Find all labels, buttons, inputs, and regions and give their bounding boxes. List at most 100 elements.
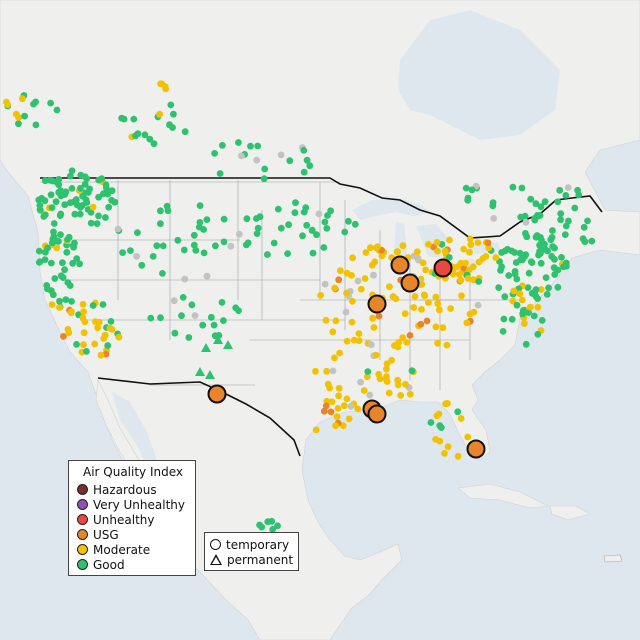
station-marker[interactable] (93, 220, 101, 228)
station-marker[interactable] (479, 255, 487, 262)
station-marker[interactable] (303, 156, 311, 164)
station-marker[interactable] (525, 309, 532, 316)
station-marker[interactable] (157, 207, 164, 215)
station-marker[interactable] (47, 191, 55, 199)
station-marker[interactable] (95, 318, 103, 326)
station-marker[interactable] (57, 210, 65, 218)
station-marker[interactable] (66, 199, 74, 207)
station-marker[interactable] (327, 408, 335, 416)
station-marker[interactable] (389, 293, 397, 300)
station-marker[interactable] (466, 310, 474, 318)
station-marker[interactable] (393, 248, 401, 256)
station-marker[interactable] (207, 313, 215, 321)
station-marker[interactable] (425, 240, 432, 248)
station-marker[interactable] (55, 176, 63, 183)
station-marker[interactable] (326, 384, 334, 392)
station-marker[interactable] (335, 392, 342, 400)
station-marker[interactable] (360, 387, 368, 394)
station-marker[interactable] (203, 216, 211, 224)
station-marker[interactable] (115, 333, 123, 341)
station-marker[interactable] (544, 247, 551, 255)
station-marker[interactable] (46, 176, 54, 184)
station-marker[interactable] (62, 188, 70, 196)
highlighted-station-marker[interactable] (367, 404, 387, 424)
station-marker[interactable] (146, 135, 154, 143)
station-marker[interactable] (61, 201, 69, 209)
station-marker[interactable] (432, 293, 440, 301)
station-marker[interactable] (97, 351, 105, 359)
station-marker[interactable] (542, 274, 550, 281)
station-marker[interactable] (243, 215, 251, 223)
station-marker[interactable] (261, 165, 269, 173)
station-marker[interactable] (52, 198, 60, 206)
station-marker[interactable] (65, 329, 73, 337)
station-marker[interactable] (157, 314, 164, 322)
station-marker[interactable] (67, 309, 75, 317)
station-marker[interactable] (73, 201, 81, 209)
station-marker[interactable] (210, 321, 218, 329)
station-marker[interactable] (156, 110, 164, 118)
station-marker[interactable] (335, 384, 343, 392)
station-marker[interactable] (59, 259, 66, 267)
station-marker[interactable] (308, 227, 316, 234)
station-marker[interactable] (580, 223, 588, 231)
station-marker[interactable] (418, 281, 426, 288)
station-marker[interactable] (551, 255, 558, 263)
station-marker[interactable] (284, 250, 291, 257)
station-marker[interactable] (561, 231, 569, 239)
station-marker[interactable] (367, 341, 375, 349)
station-marker[interactable] (312, 426, 320, 434)
station-marker[interactable] (536, 212, 544, 219)
station-marker[interactable] (418, 306, 425, 313)
station-marker[interactable] (69, 259, 77, 267)
station-marker[interactable] (332, 317, 340, 325)
station-marker[interactable] (345, 415, 353, 423)
station-marker[interactable] (159, 270, 166, 277)
station-marker[interactable] (526, 303, 534, 311)
station-marker[interactable] (516, 249, 524, 257)
station-marker[interactable] (406, 332, 414, 339)
station-marker[interactable] (525, 269, 533, 277)
station-marker[interactable] (532, 286, 540, 293)
station-marker[interactable] (73, 255, 81, 262)
station-marker[interactable] (47, 287, 55, 295)
station-marker[interactable] (343, 337, 351, 345)
station-marker[interactable] (385, 389, 393, 397)
station-marker[interactable] (105, 203, 113, 211)
station-marker[interactable] (264, 251, 271, 258)
highlighted-station-marker[interactable] (466, 439, 486, 459)
station-marker[interactable] (434, 300, 442, 307)
station-marker[interactable] (84, 189, 92, 196)
station-marker[interactable] (274, 205, 282, 213)
station-marker[interactable] (79, 202, 86, 209)
station-marker[interactable] (41, 177, 49, 185)
station-marker[interactable] (371, 258, 379, 266)
station-marker[interactable] (256, 521, 263, 529)
station-marker[interactable] (414, 248, 421, 256)
station-marker[interactable] (292, 199, 299, 207)
station-marker[interactable] (320, 244, 328, 251)
station-marker[interactable] (434, 339, 441, 347)
station-marker[interactable] (449, 270, 457, 278)
station-marker[interactable] (50, 228, 57, 236)
station-marker[interactable] (76, 210, 84, 218)
station-marker[interactable] (463, 319, 471, 327)
station-marker[interactable] (63, 248, 71, 256)
station-marker[interactable] (537, 259, 545, 267)
station-marker[interactable] (170, 110, 177, 118)
station-marker[interactable] (299, 232, 306, 240)
station-marker[interactable] (355, 337, 363, 345)
highlighted-station-marker[interactable] (433, 258, 453, 278)
station-marker[interactable] (119, 249, 126, 256)
station-marker[interactable] (547, 236, 555, 244)
station-marker[interactable] (334, 405, 342, 412)
station-marker[interactable] (422, 266, 429, 274)
station-marker[interactable] (36, 202, 44, 209)
station-marker[interactable] (361, 275, 369, 282)
station-marker[interactable] (21, 112, 28, 120)
station-marker[interactable] (235, 139, 242, 146)
station-marker[interactable] (71, 210, 79, 218)
station-marker[interactable] (490, 215, 498, 222)
station-marker[interactable] (433, 412, 441, 420)
station-marker[interactable] (342, 308, 350, 316)
